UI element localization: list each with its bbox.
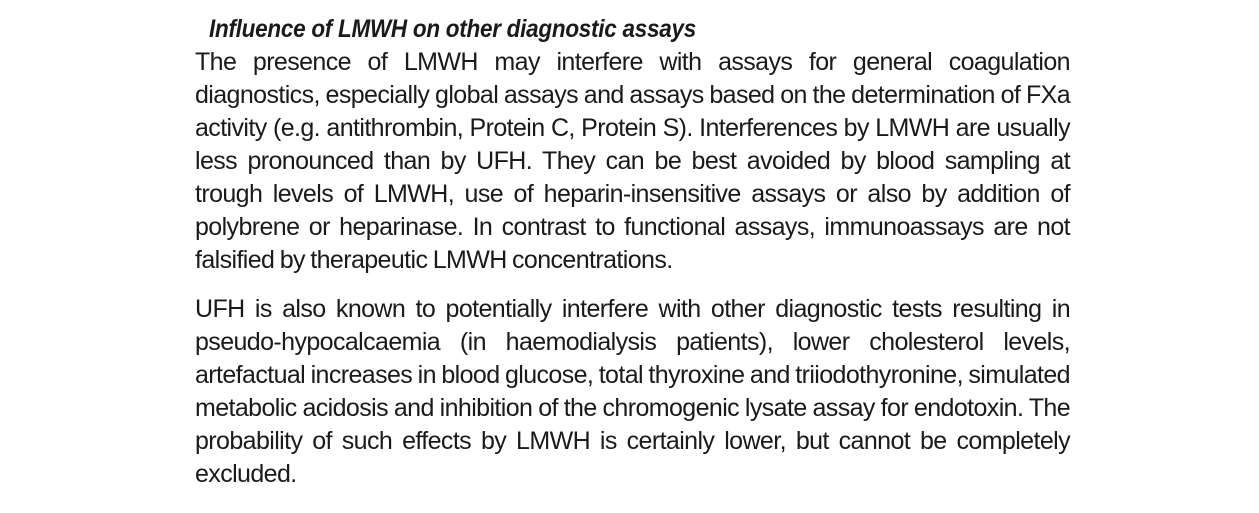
paragraph-lmwh-interference: The presence of LMWH may interfere with … (195, 48, 1071, 274)
paragraph-ufh-interference: UFH is also known to potentially interfe… (195, 295, 1071, 488)
section-heading: Influence of LMWH on other diagnostic as… (209, 15, 696, 43)
document-section: Influence of LMWH on other diagnostic as… (195, 12, 1071, 491)
